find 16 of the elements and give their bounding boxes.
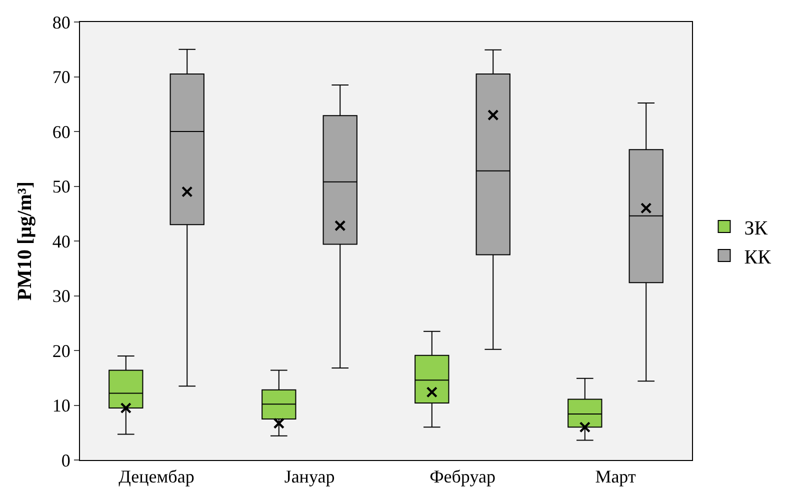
y-tick-label: 60	[52, 122, 70, 142]
x-tick-label: Децембар	[118, 466, 194, 487]
x-tick-label: Март	[595, 466, 636, 487]
y-axis-title: PM10 [µg/m³]	[14, 181, 36, 301]
y-tick-label: 80	[52, 12, 70, 32]
x-tick-label: Фебруар	[430, 466, 496, 487]
y-tick-label: 20	[52, 340, 70, 361]
legend-label: КК	[744, 246, 772, 268]
y-tick-label: 50	[52, 176, 70, 197]
y-tick-label: 70	[52, 67, 70, 88]
y-tick-label: 40	[52, 231, 70, 252]
y-tick-label: 10	[52, 396, 70, 416]
y-tick-label: 0	[61, 450, 70, 470]
y-tick-label: 30	[52, 286, 70, 306]
x-tick-label: Јануар	[284, 466, 335, 487]
legend-label: ЗК	[744, 217, 768, 240]
